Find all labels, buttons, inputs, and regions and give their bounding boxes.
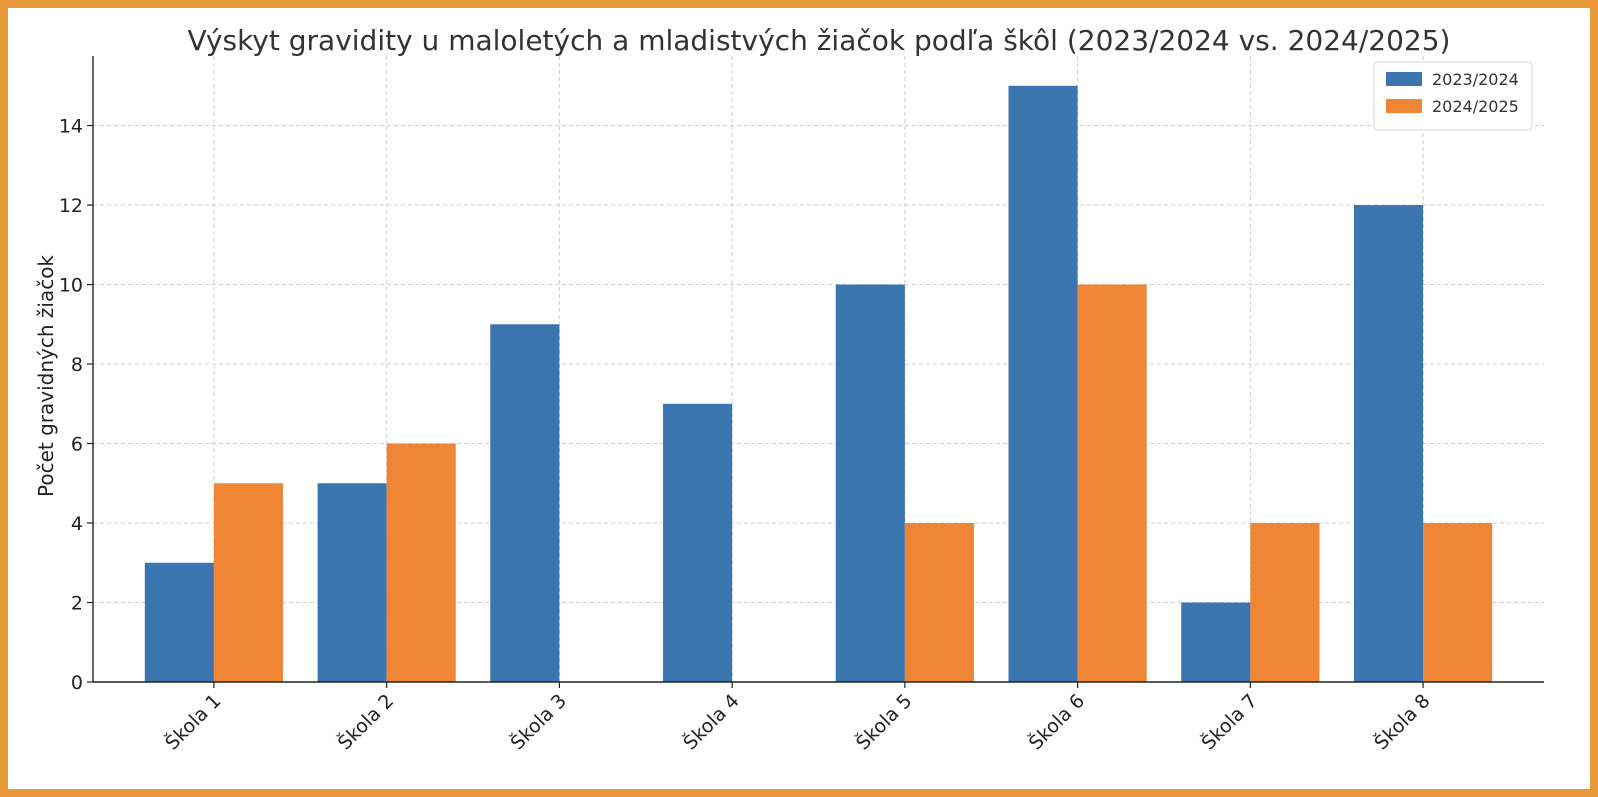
grid-lines [93, 56, 1544, 682]
x-tick-label: Škola 6 [1023, 689, 1089, 755]
bar [663, 403, 733, 682]
y-tick-label: 2 [71, 593, 83, 615]
bar [144, 562, 214, 682]
bar [213, 483, 284, 682]
bar [904, 523, 974, 682]
x-tick-label: Škola 8 [1369, 689, 1435, 755]
bar [835, 284, 905, 682]
bar [386, 443, 456, 682]
axes [87, 56, 1544, 688]
legend-label: 2023/2024 [1432, 70, 1519, 89]
legend-label: 2024/2025 [1432, 97, 1519, 116]
bar [317, 483, 387, 682]
bar [1423, 523, 1493, 682]
y-axis-label: Počet gravidných žiačok [34, 255, 58, 497]
bar [1008, 85, 1078, 683]
chart-frame: Výskyt gravidity u maloletých a mladistv… [8, 8, 1590, 789]
bar [1181, 602, 1251, 682]
x-tick-label: Škola 7 [1196, 689, 1262, 755]
y-tick-label: 6 [71, 434, 83, 456]
bar [1353, 205, 1424, 683]
y-tick-label: 10 [59, 275, 83, 297]
x-tick-label: Škola 3 [505, 689, 571, 755]
y-tick-label: 12 [59, 195, 83, 217]
y-tick-label: 4 [71, 513, 83, 535]
x-tick-label: Škola 1 [160, 689, 226, 755]
x-tick-label: Škola 2 [332, 689, 398, 755]
chart-canvas: Výskyt gravidity u maloletých a mladistv… [34, 24, 1544, 755]
legend-swatch [1386, 72, 1422, 86]
y-tick-label: 0 [71, 672, 83, 694]
bar [490, 324, 560, 682]
y-tick-label: 14 [59, 116, 83, 138]
chart-title: Výskyt gravidity u maloletých a mladistv… [188, 24, 1451, 57]
x-tick-label: Škola 5 [851, 689, 917, 755]
legend-swatch [1386, 99, 1422, 113]
bar [1077, 284, 1147, 682]
x-tick-label: Škola 4 [678, 689, 744, 755]
y-tick-label: 8 [71, 354, 83, 376]
legend: 2023/2024 2024/2025 [1373, 61, 1533, 131]
bar [1250, 523, 1320, 682]
bars-group [144, 85, 1493, 683]
